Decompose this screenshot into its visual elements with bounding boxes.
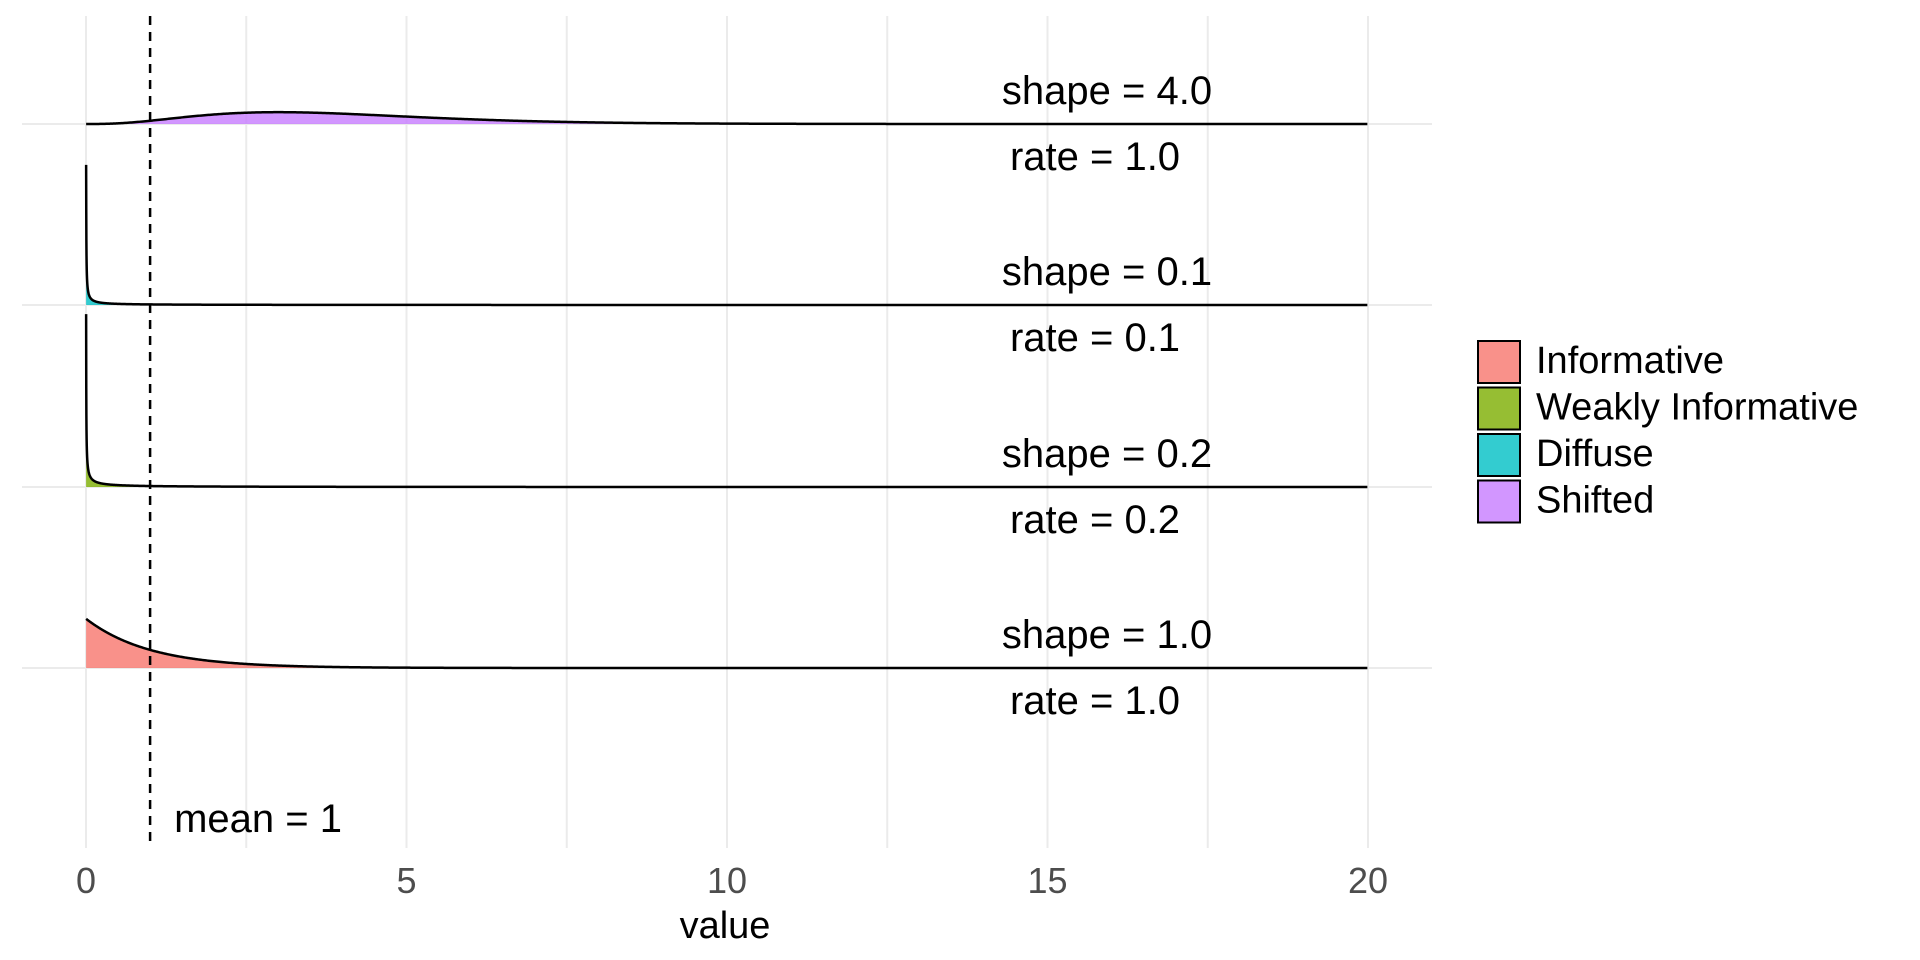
rate-label: rate = 0.1 [1010, 316, 1180, 360]
shape-label: shape = 0.1 [1002, 250, 1212, 294]
legend-item: Diffuse [1477, 433, 1654, 477]
density-outline [84, 314, 1368, 489]
shape-label: shape = 1.0 [1002, 613, 1212, 657]
grid-layer [22, 16, 1432, 848]
x-axis-title: value [680, 905, 771, 947]
ridge-layer: shape = 4.0 rate = 1.0 shape = 0.1 rate = 0… [84, 69, 1368, 723]
legend-label: Informative [1536, 340, 1724, 382]
x-tick-label: 10 [707, 860, 747, 901]
ridge-shifted: shape = 4.0 rate = 1.0 [86, 69, 1368, 179]
ridge-weakly-informative: shape = 0.2 rate = 0.2 [84, 314, 1368, 542]
rate-label: rate = 1.0 [1010, 679, 1180, 723]
x-axis: 0 5 10 15 20 [76, 860, 1388, 901]
ridge-informative: shape = 1.0 rate = 1.0 [85, 613, 1368, 723]
mean-reference-label: mean = 1 [174, 797, 342, 841]
rate-label: rate = 0.2 [1010, 498, 1180, 542]
legend-item: Weakly Informative [1477, 386, 1858, 431]
legend-swatch [1477, 479, 1521, 524]
x-tick-label: 15 [1027, 860, 1067, 901]
legend-item: Shifted [1477, 479, 1654, 524]
density-outline [85, 617, 1368, 670]
density-area [86, 112, 1368, 124]
x-tick-label: 0 [76, 860, 96, 901]
legend-label: Weakly Informative [1536, 387, 1858, 429]
density-area [86, 618, 1368, 668]
legend-label: Diffuse [1536, 433, 1654, 475]
legend-label: Shifted [1536, 480, 1654, 522]
ridge-diffuse: shape = 0.1 rate = 0.1 [84, 164, 1368, 360]
legend-swatch [1477, 340, 1521, 384]
shape-label: shape = 4.0 [1002, 69, 1212, 113]
legend-swatch [1477, 433, 1521, 477]
legend-swatch [1477, 386, 1521, 431]
legend-item: Informative [1477, 340, 1724, 384]
density-outline [86, 110, 1368, 126]
density-outline [84, 164, 1368, 307]
x-tick-label: 20 [1348, 860, 1388, 901]
rate-label: rate = 1.0 [1010, 135, 1180, 179]
x-tick-label: 5 [396, 860, 416, 901]
reference-layer: mean = 1 [148, 16, 342, 848]
shape-label: shape = 0.2 [1002, 432, 1212, 476]
